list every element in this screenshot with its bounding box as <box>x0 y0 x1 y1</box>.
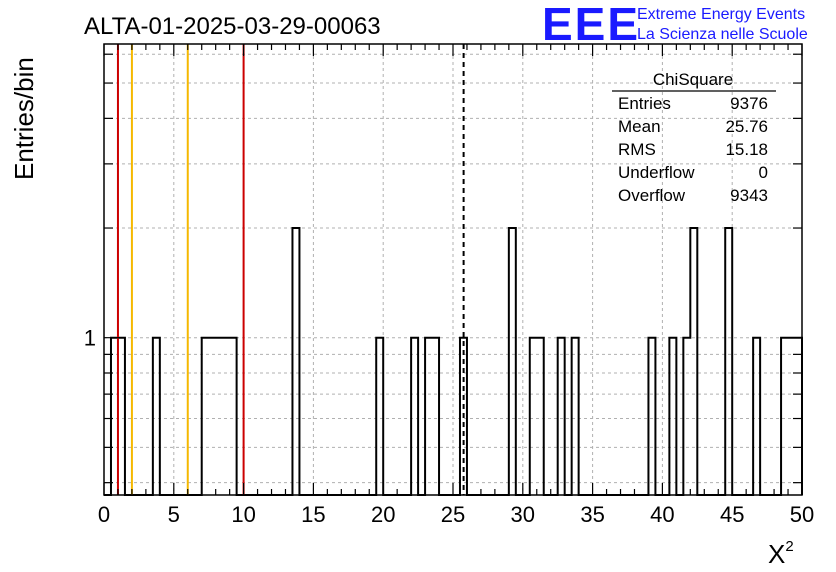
histogram-bin <box>223 338 230 495</box>
x-tick-label: 0 <box>98 502 110 527</box>
chart-title: ALTA-01-2025-03-29-00063 <box>84 13 381 40</box>
stats-row-label: Entries <box>618 94 671 113</box>
histogram-bin <box>230 338 237 495</box>
x-tick-label: 15 <box>301 502 325 527</box>
x-tick-label: 45 <box>720 502 744 527</box>
stats-box-title: ChiSquare <box>653 70 733 89</box>
histogram-bin <box>753 338 760 495</box>
reference-lines <box>116 44 465 495</box>
histogram-bin <box>558 338 565 495</box>
histogram-bin <box>669 338 676 495</box>
histogram-bin <box>216 338 223 495</box>
axis-layer: 0 5 10 15 20 25 30 35 40 45 50 1 <box>84 43 814 527</box>
stats-row-value: 15.18 <box>725 140 768 159</box>
x-tick-label: 50 <box>790 502 814 527</box>
stats-box: ChiSquare Entries 9376 Mean 25.76 RMS 15.18 Un… <box>612 70 776 205</box>
histogram-bin <box>411 338 418 495</box>
x-tick-label: 25 <box>441 502 465 527</box>
eee-logo: EEE Extreme Energy Events La Scienza nel… <box>542 0 808 50</box>
stats-row-label: Overflow <box>618 186 686 205</box>
histogram-bin <box>118 338 125 495</box>
histogram-bin <box>530 338 537 495</box>
y-axis-label: Entries/bin <box>9 57 39 180</box>
histogram-bin <box>648 338 655 495</box>
histogram-bin <box>572 338 579 495</box>
histogram-bin <box>537 338 544 495</box>
x-tick-label: 5 <box>168 502 180 527</box>
x-tick-label: 20 <box>371 502 395 527</box>
logo-line-1: Extreme Energy Events <box>637 6 805 23</box>
x-axis-label-base: X <box>768 539 785 569</box>
x-tick-label: 35 <box>580 502 604 527</box>
stats-row-value: 25.76 <box>725 117 768 136</box>
stats-row-label: Mean <box>618 117 661 136</box>
histogram-bin <box>725 228 732 495</box>
logo-mark: EEE <box>542 0 640 50</box>
stats-row-label: Underflow <box>618 163 695 182</box>
histogram-bin <box>202 338 209 495</box>
stats-row-value: 9343 <box>730 186 768 205</box>
stats-row-value: 9376 <box>730 94 768 113</box>
stats-row-label: RMS <box>618 140 656 159</box>
x-axis-label-superscript: 2 <box>785 538 793 555</box>
histogram-bin <box>432 338 439 495</box>
y-tick-label: 1 <box>84 326 96 351</box>
histogram-bin <box>153 338 160 495</box>
histogram-bin <box>425 338 432 495</box>
histogram-bin <box>683 338 690 495</box>
histogram-bin <box>795 338 802 495</box>
histogram-bin <box>292 228 299 495</box>
x-tick-label: 10 <box>231 502 255 527</box>
histogram-bin <box>209 338 216 495</box>
histogram-bin <box>788 338 795 495</box>
histogram-bin <box>690 228 697 495</box>
x-axis-label: X2 <box>768 538 794 569</box>
stats-rows: Entries 9376 Mean 25.76 RMS 15.18 Underflow 0 Ov… <box>618 94 768 205</box>
histogram-bin <box>376 338 383 495</box>
x-tick-label: 40 <box>650 502 674 527</box>
histogram-bin <box>509 228 516 495</box>
x-tick-label: 30 <box>511 502 535 527</box>
histogram-bin <box>111 338 118 495</box>
logo-line-2: La Scienza nelle Scuole <box>637 26 808 43</box>
histogram-bin <box>781 338 788 495</box>
stats-row-value: 0 <box>759 163 768 182</box>
